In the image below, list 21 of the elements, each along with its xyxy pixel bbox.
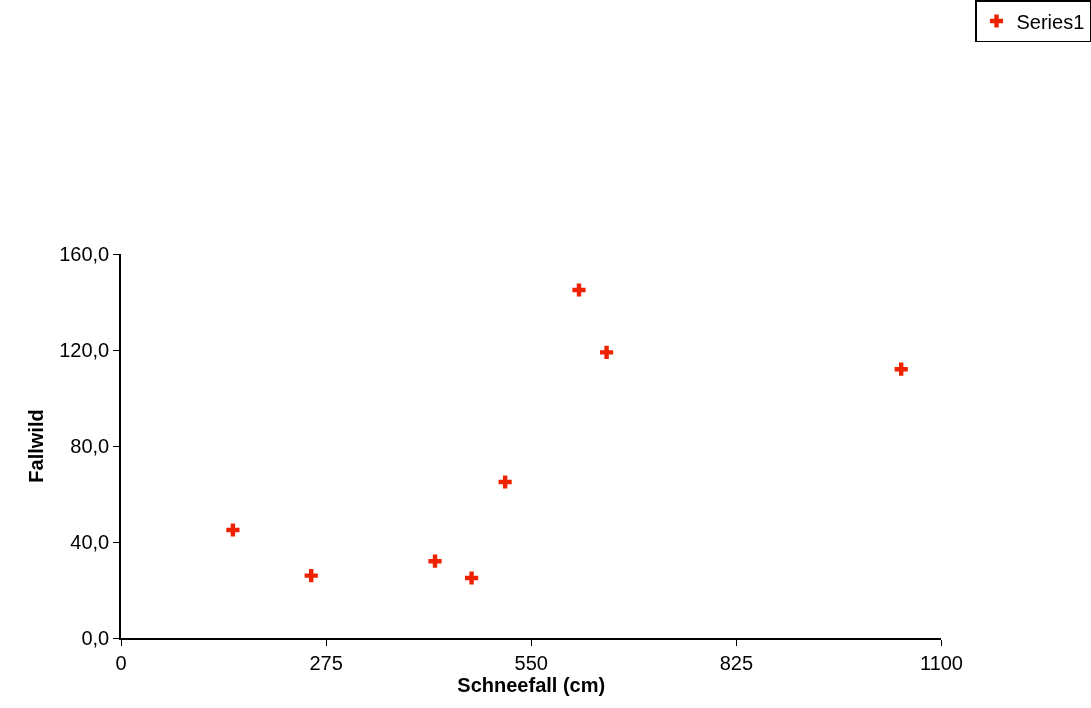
point [464,571,479,585]
x-tick-label: 550 [514,651,548,674]
y-tick-label: 160,0 [59,243,110,265]
point [498,475,512,489]
point [894,362,908,376]
point [226,523,240,537]
y-axis-title: Fallwild [25,409,48,483]
legend-label: Series1 [1016,10,1085,33]
x-axis-title: Schneefall (cm) [457,673,606,696]
y-tick-label: 40,0 [70,531,110,553]
point [599,345,614,359]
point [304,569,318,583]
x-tick-label: 825 [719,651,754,674]
x-tick-label: 1100 [919,651,963,674]
y-tick-label: 120,0 [59,339,110,361]
y-tick-label: 0,0 [81,627,110,649]
y-tick-label: 80,0 [70,435,110,457]
x-tick-label: 0 [115,651,127,674]
point [428,554,442,568]
x-tick-label: 275 [309,651,343,674]
point [572,283,586,297]
